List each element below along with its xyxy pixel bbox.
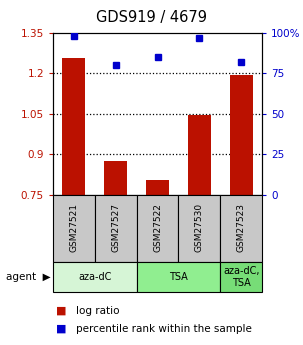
Bar: [146, 180, 169, 195]
Bar: [220, 262, 262, 292]
Text: GSM27527: GSM27527: [111, 203, 120, 252]
Text: GSM27523: GSM27523: [237, 203, 246, 252]
Bar: [62, 58, 85, 195]
Text: percentile rank within the sample: percentile rank within the sample: [76, 324, 251, 334]
Bar: [220, 195, 262, 262]
Text: ■: ■: [56, 306, 67, 315]
Bar: [137, 195, 178, 262]
Text: GSM27521: GSM27521: [69, 203, 78, 252]
Text: aza-dC: aza-dC: [78, 272, 112, 282]
Text: GSM27530: GSM27530: [195, 203, 204, 252]
Bar: [53, 262, 137, 292]
Bar: [104, 161, 127, 195]
Bar: [53, 195, 95, 262]
Text: aza-dC,
TSA: aza-dC, TSA: [223, 266, 259, 288]
Text: log ratio: log ratio: [76, 306, 119, 315]
Bar: [188, 115, 211, 195]
Bar: [230, 75, 253, 195]
Bar: [95, 195, 137, 262]
Bar: [178, 195, 220, 262]
Text: GDS919 / 4679: GDS919 / 4679: [96, 10, 207, 25]
Text: TSA: TSA: [169, 272, 188, 282]
Bar: [137, 262, 220, 292]
Text: agent  ▶: agent ▶: [6, 272, 51, 282]
Text: GSM27522: GSM27522: [153, 203, 162, 252]
Text: ■: ■: [56, 324, 67, 334]
